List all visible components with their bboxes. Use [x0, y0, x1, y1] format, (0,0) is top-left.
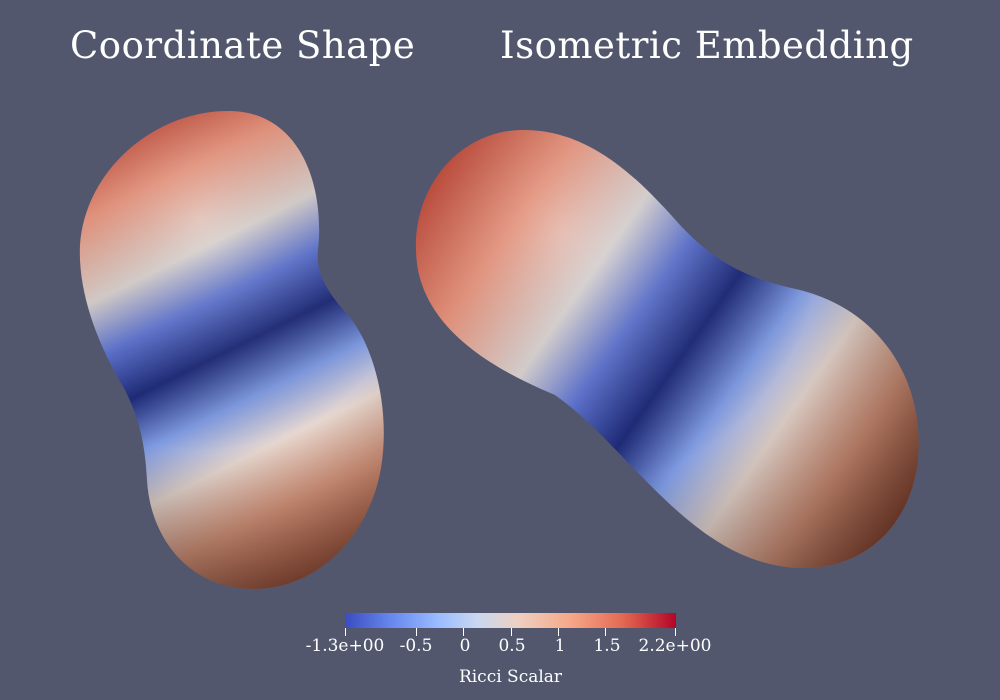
colorbar-gradient	[345, 613, 676, 628]
tick-min	[345, 628, 346, 636]
tick	[558, 628, 559, 636]
tick-label: -0.5	[399, 636, 433, 656]
tick-label: 1	[554, 636, 566, 656]
ricci-scalar-colorbar: -1.3e+00 -0.5 0 0.5 1 1.5 2.2e+00 Ricci …	[306, 613, 712, 687]
coordinate-shape-surface[interactable]	[79, 110, 384, 589]
colorbar-ticks	[345, 628, 676, 636]
colorbar-title: Ricci Scalar	[458, 667, 563, 687]
tick-max	[675, 628, 676, 636]
tick-label: 0	[459, 636, 471, 656]
tick-label: 0.5	[498, 636, 526, 656]
tick-label: 1.5	[593, 636, 621, 656]
tick	[463, 628, 464, 636]
colorbar-tick-labels: -1.3e+00 -0.5 0 0.5 1 1.5 2.2e+00	[306, 636, 712, 658]
tick	[605, 628, 606, 636]
isometric-embedding-title: Isometric Embedding	[500, 24, 914, 67]
tick	[511, 628, 512, 636]
tick-label-max: 2.2e+00	[638, 636, 712, 656]
isometric-embedding-surface[interactable]	[415, 129, 919, 569]
coordinate-shape-title: Coordinate Shape	[70, 24, 416, 67]
tick	[416, 628, 417, 636]
tick-label-min: -1.3e+00	[305, 636, 385, 656]
